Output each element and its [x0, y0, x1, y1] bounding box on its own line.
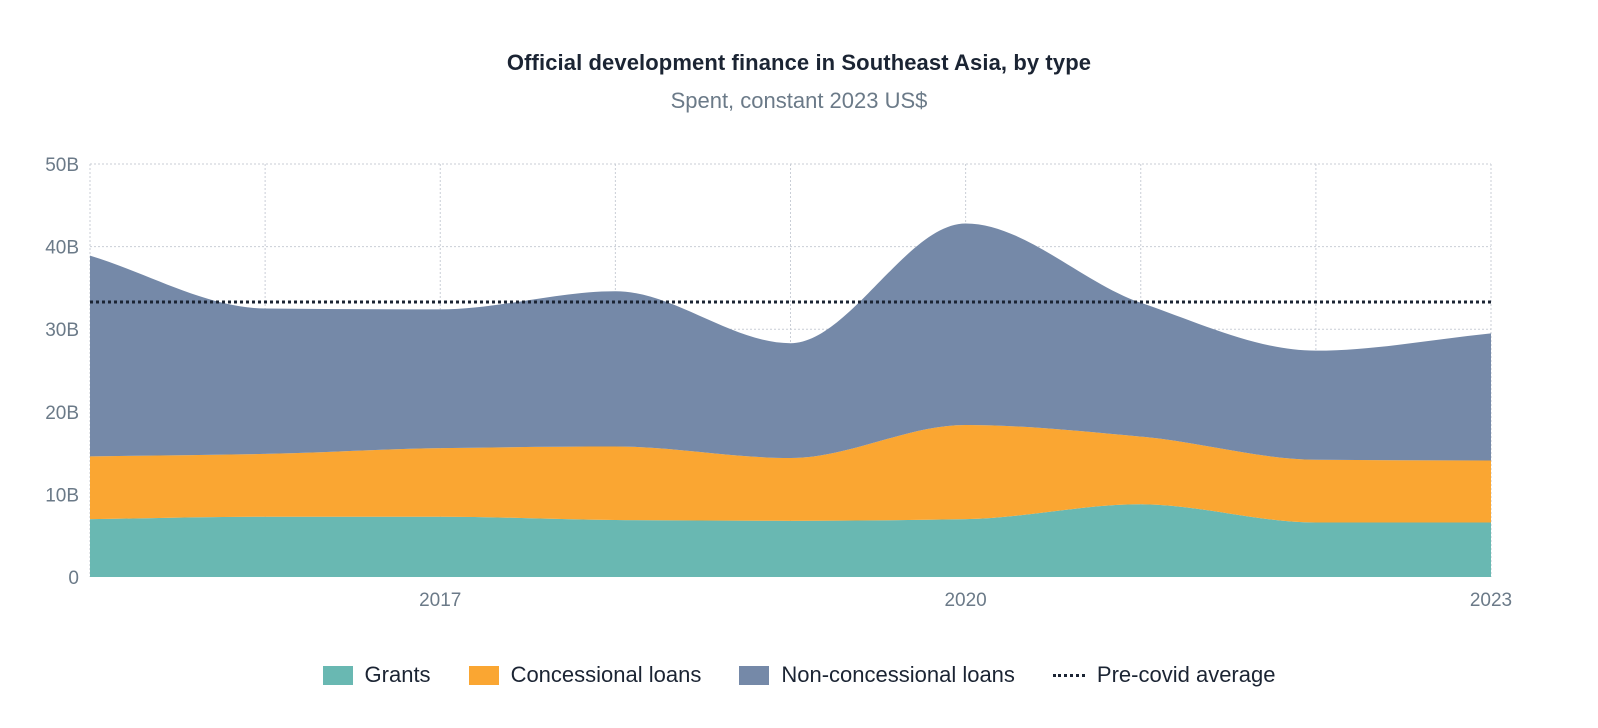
chart-subtitle: Spent, constant 2023 US$ [670, 88, 928, 113]
legend-item-pre-covid-average[interactable]: Pre-covid average [1052, 662, 1276, 688]
x-axis: 2017 2020 2023 [419, 590, 1512, 611]
areas [90, 223, 1491, 577]
area-concessional-loans [90, 425, 1491, 523]
legend-item-concessional-loans[interactable]: Concessional loans [468, 662, 702, 688]
legend-label-concessional-loans: Concessional loans [510, 662, 702, 687]
y-tick-label-2: 20B [45, 403, 79, 424]
non-concessional-loans-swatch-icon [739, 665, 770, 685]
y-tick-label-4: 40B [45, 238, 79, 259]
legend-label-grants: Grants [364, 662, 431, 687]
area-non-concessional-loans [90, 223, 1491, 461]
area-grants [90, 504, 1491, 577]
grants-swatch-icon [322, 665, 353, 685]
legend-item-non-concessional-loans[interactable]: Non-concessional loans [739, 662, 1015, 688]
y-tick-label-3: 30B [45, 320, 79, 341]
y-tick-label-1: 10B [45, 485, 79, 506]
chart-title: Official development finance in Southeas… [506, 50, 1092, 75]
x-tick-label-1: 2020 [944, 590, 986, 611]
x-tick-label-0: 2017 [419, 590, 461, 611]
x-tick-label-2: 2023 [1470, 590, 1512, 611]
legend-item-grants[interactable]: Grants [322, 662, 431, 688]
concessional-loans-swatch-icon [468, 665, 499, 685]
y-tick-label-5: 50B [45, 155, 79, 176]
y-tick-label-0: 0 [68, 568, 79, 589]
y-axis: 0 10B 20B 30B 40B 50B [45, 155, 79, 589]
legend: Grants Concessional loans Non-concession… [0, 662, 1598, 688]
dotted-line-icon [1052, 673, 1085, 677]
legend-label-pre-covid-average: Pre-covid average [1096, 662, 1276, 687]
legend-label-non-concessional-loans: Non-concessional loans [781, 662, 1015, 687]
